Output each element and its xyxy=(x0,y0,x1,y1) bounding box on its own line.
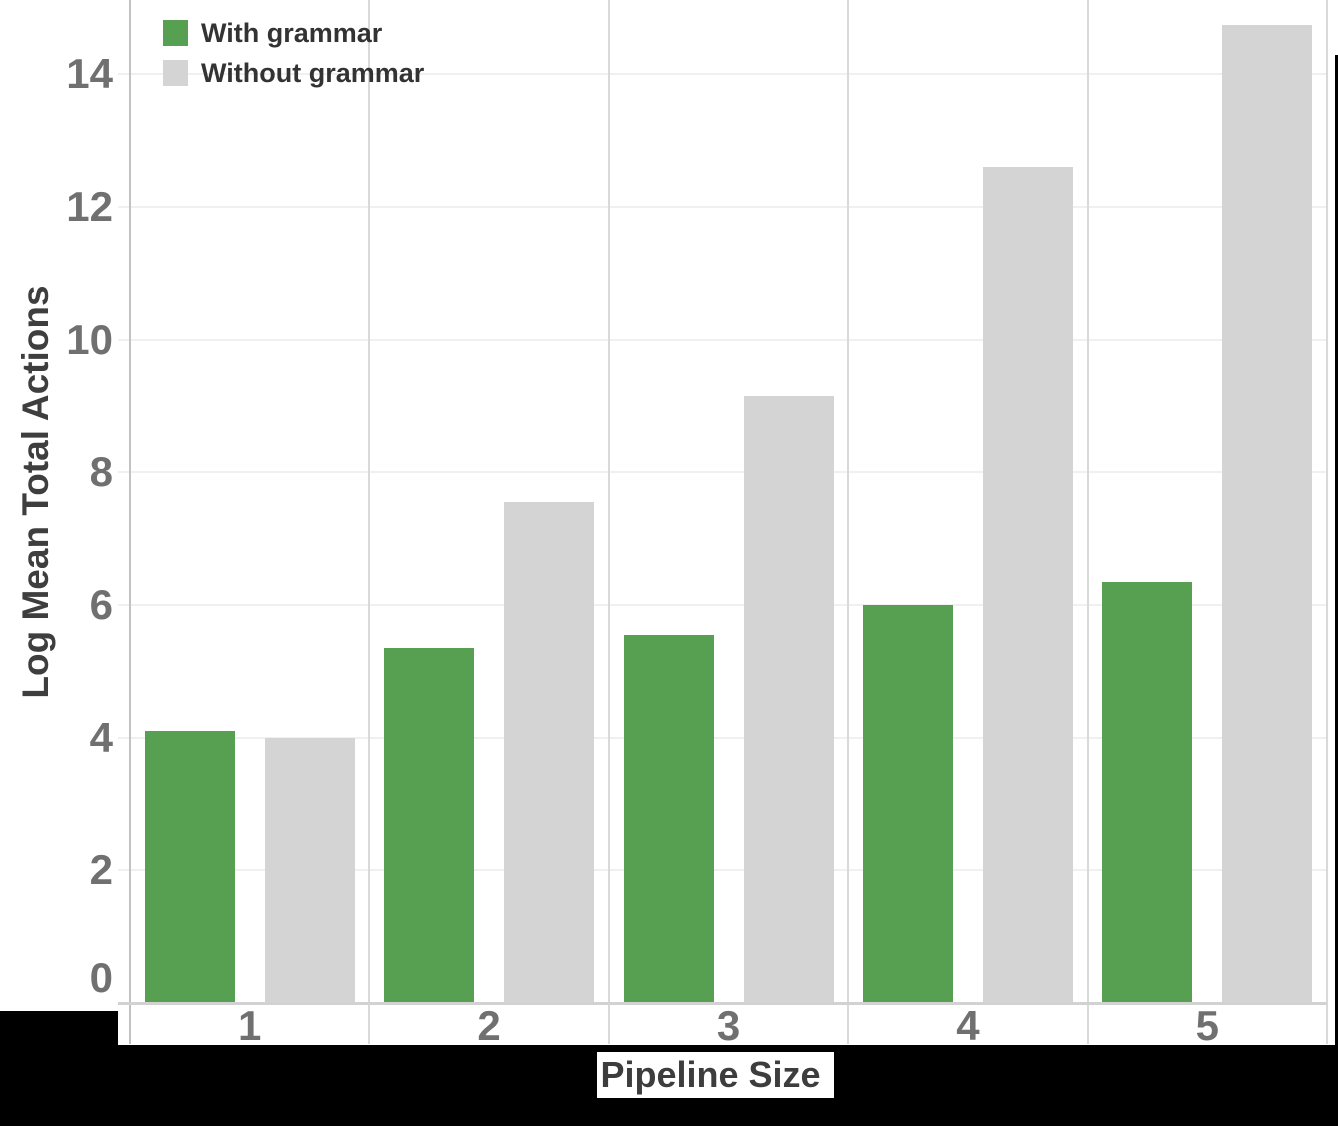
legend-swatch-gray-icon xyxy=(163,60,188,86)
y-tick-label-10: 10 xyxy=(66,315,113,363)
category-separator xyxy=(1086,0,1089,1044)
y-tick-label-4: 4 xyxy=(89,713,113,761)
y-tick-label-14: 14 xyxy=(66,50,113,98)
bar-with-grammar-size-5 xyxy=(1102,581,1193,1003)
legend-label: Without grammar xyxy=(201,57,425,88)
gridline-y-8 xyxy=(118,471,1327,474)
bar-without-grammar-size-3 xyxy=(743,396,834,1003)
bar-with-grammar-size-2 xyxy=(384,648,475,1003)
bar-with-grammar-size-3 xyxy=(623,634,714,1003)
bar-with-grammar-size-1 xyxy=(144,731,235,1003)
gridline-y-10 xyxy=(118,338,1327,341)
y-axis-title: Log Mean Total Actions xyxy=(15,285,56,699)
category-separator xyxy=(368,0,371,1044)
bar-with-grammar-size-4 xyxy=(862,605,953,1003)
y-tick-label-12: 12 xyxy=(66,183,113,231)
legend: With grammar Without grammar xyxy=(163,17,425,100)
legend-label: With grammar xyxy=(201,17,383,48)
x-tick-label-3: 3 xyxy=(716,1002,741,1049)
category-separator xyxy=(1326,0,1328,1044)
x-axis-title: Pipeline Size xyxy=(600,1054,821,1095)
gridline-y-2 xyxy=(118,869,1327,872)
gridline-y-4 xyxy=(118,736,1327,739)
x-tick-label-1: 1 xyxy=(238,1002,262,1049)
bar-without-grammar-size-5 xyxy=(1222,24,1313,1003)
black-mask-right-edge xyxy=(1335,55,1338,1126)
bar-without-grammar-size-2 xyxy=(504,502,595,1003)
x-tick-label-2: 2 xyxy=(477,1002,501,1049)
x-tick-label-5: 5 xyxy=(1195,1002,1219,1049)
bar-without-grammar-size-4 xyxy=(982,167,1073,1003)
gridline-y-12 xyxy=(118,206,1327,209)
legend-item-with-grammar: With grammar xyxy=(163,17,424,48)
bar-without-grammar-size-1 xyxy=(264,737,355,1003)
legend-swatch-green-icon xyxy=(163,20,188,46)
y-tick-label-6: 6 xyxy=(89,581,113,629)
y-tick-label-8: 8 xyxy=(89,448,113,496)
x-tick-label-4: 4 xyxy=(956,1002,980,1049)
category-separator xyxy=(847,0,850,1044)
x-axis-baseline xyxy=(118,1002,1327,1005)
category-separator xyxy=(607,0,610,1044)
legend-item-without-grammar: Without grammar xyxy=(163,57,425,88)
gridline-y-6 xyxy=(118,604,1327,607)
y-tick-label-0: 0 xyxy=(89,954,113,1001)
y-axis-spine xyxy=(129,0,131,1044)
y-tick-label-2: 2 xyxy=(89,846,113,894)
x-axis-title-box: Pipeline Size xyxy=(597,1052,834,1098)
gridline-y-14 xyxy=(118,73,1327,76)
